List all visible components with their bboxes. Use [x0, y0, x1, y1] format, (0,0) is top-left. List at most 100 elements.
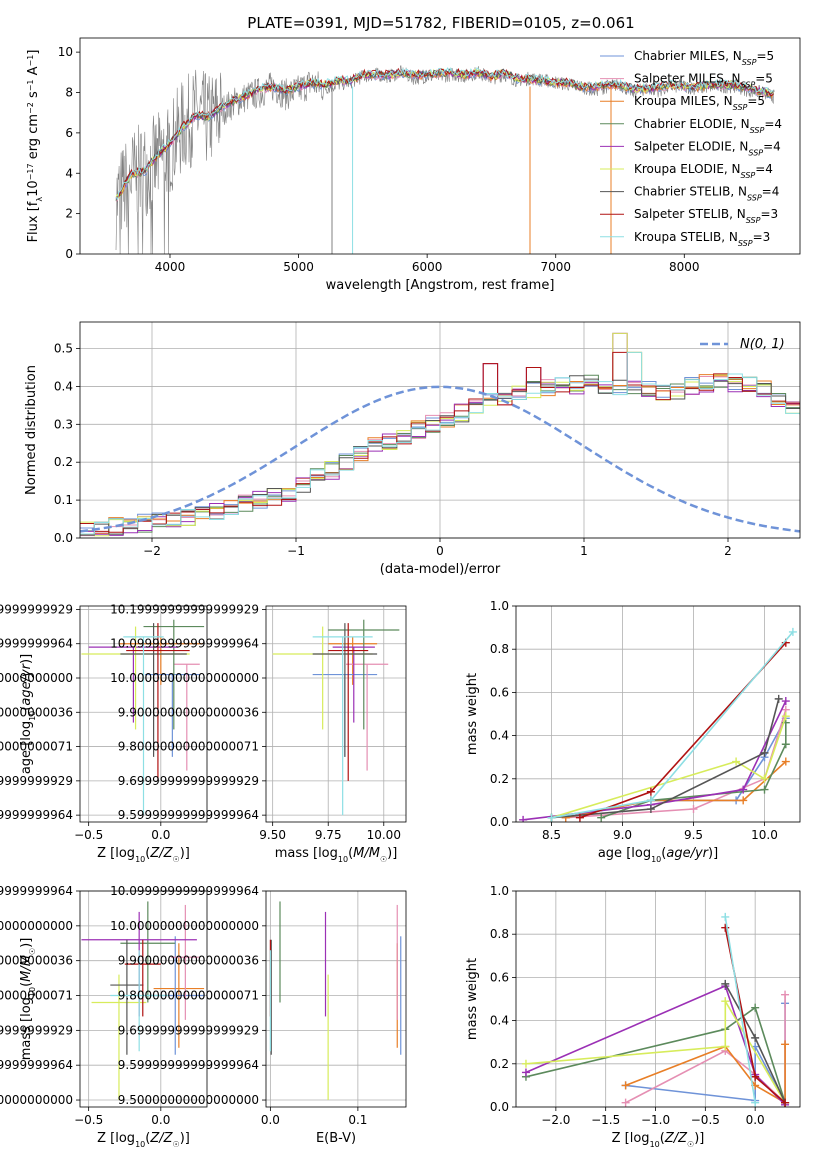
- label-part: SSP: [747, 193, 762, 202]
- y-tick-label: 9.50000000000000000: [118, 1093, 259, 1107]
- errorbar-point: [170, 904, 200, 1020]
- axes-frame: [79, 321, 801, 539]
- label-part: )]: [180, 846, 190, 861]
- weight-marker: [646, 787, 655, 796]
- legend-label: Chabrier ELODIE, NSSP=4: [634, 117, 782, 135]
- errorbar-point: [173, 663, 200, 771]
- x-tick-label: −0.5: [74, 1113, 103, 1127]
- weight-marker: [646, 805, 655, 814]
- x-tick-label: 9.50: [259, 828, 286, 842]
- label-part: ]: [26, 50, 41, 55]
- y-tick-label: 10.09999999999999964: [0, 637, 73, 651]
- legend-label: Kroupa STELIB, NSSP=3: [634, 230, 770, 248]
- chart-mass-vs-z: −0.5 0.0 9.50000000000000000 9.599999999999…: [0, 884, 208, 1149]
- x-tick-label: 0.0: [151, 1113, 170, 1127]
- x-tick-label: −2.0: [541, 1113, 570, 1127]
- weight-marker: [788, 627, 797, 636]
- label-part: ☉: [173, 1140, 180, 1149]
- chart-weight-vs-age: 8.5 9.0 9.5 10.0 0.0 0.2 0.4 0.6 0.8 1.0 age [log1…: [465, 599, 801, 864]
- y-tick-label: 0.5: [54, 342, 73, 356]
- residual-histogram: [80, 376, 800, 538]
- label-part: SSP: [750, 125, 765, 134]
- label-part: age [log: [598, 846, 651, 861]
- x-tick-label: −0.5: [74, 828, 103, 842]
- label-part: 10: [651, 855, 661, 864]
- label-part: Kroupa MILES, N: [634, 94, 733, 108]
- label-part: Chabrier STELIB, N: [634, 185, 747, 199]
- label-part: mass [log: [275, 846, 338, 861]
- label-part: 10: [26, 180, 41, 197]
- label-part: A: [26, 66, 41, 79]
- y-tick-label: 8: [65, 86, 73, 100]
- label-part: Salpeter ELODIE, N: [634, 139, 748, 153]
- weight-line: [724, 916, 756, 1103]
- legend-label: Salpeter MILES, NSSP=5: [634, 72, 773, 90]
- errorbar-point: [328, 636, 378, 685]
- y-tick-label: 0.6: [490, 685, 509, 699]
- weight-series: [547, 694, 783, 822]
- x-tick-label: −1.0: [641, 1113, 670, 1127]
- label-part: age/yr: [19, 662, 34, 705]
- label-part: Z [log: [612, 1131, 650, 1146]
- plot-area: [521, 912, 790, 1107]
- label-part: (: [19, 706, 34, 711]
- weight-marker: [760, 785, 769, 794]
- model-spectrum-line: [115, 69, 774, 202]
- axes-frame: [515, 890, 801, 1108]
- y-tick-label: 9.80000000000000071: [0, 740, 73, 754]
- label-part: =5: [755, 72, 773, 86]
- y-tick-label: 0.3: [54, 417, 73, 431]
- label-part: )]: [180, 1131, 190, 1146]
- label-part: −1: [26, 79, 35, 91]
- label-part: 10: [650, 1140, 660, 1149]
- residual-histogram: [80, 351, 800, 538]
- residual-histogram: [80, 375, 800, 538]
- chart-spectrum: 4000 5000 6000 7000 8000 0 2 4 6 8 10 PLATE=0391, M…: [26, 14, 801, 293]
- weight-marker: [781, 712, 790, 721]
- label-part: Flux [f: [26, 201, 41, 242]
- y-tick-label: 10.19999999999999929: [0, 602, 73, 616]
- label-part: (: [145, 846, 150, 861]
- errorbar-point: [328, 619, 400, 730]
- label-part: M/M: [353, 846, 380, 861]
- errorbar-point: [332, 646, 375, 723]
- x-tick-label: 6000: [412, 260, 443, 274]
- residual-histogram: [80, 332, 800, 538]
- x-axis-label: age [log10(age/yr)]: [598, 846, 718, 864]
- y-tick-label: 9.69999999999999929: [0, 1023, 73, 1037]
- x-tick-label: 7000: [540, 260, 571, 274]
- x-tick-label: −0.5: [691, 1113, 720, 1127]
- label-part: Z [log: [97, 846, 135, 861]
- errorbar-point: [124, 939, 161, 1017]
- y-tick-label: 0.2: [490, 1057, 509, 1071]
- label-part: Z [log: [97, 1131, 135, 1146]
- y-tick-label: 0.2: [54, 455, 73, 469]
- label-part: −1: [26, 55, 35, 67]
- errorbar-point: [126, 623, 190, 781]
- weight-series: [575, 638, 790, 822]
- label-part: (: [19, 982, 34, 987]
- errorbar-point: [312, 623, 378, 757]
- residual-histogram: [80, 332, 800, 538]
- y-tick-label: 10.09999999999999964: [110, 637, 259, 651]
- errorbar-point: [120, 623, 187, 757]
- weight-marker: [646, 796, 655, 805]
- y-axis-label: mass weight: [465, 958, 480, 1040]
- x-tick-label: 0.0: [261, 1113, 280, 1127]
- weight-marker: [739, 796, 748, 805]
- chart-age-vs-z: −0.5 0.0 9.59999999999999964 9.699999999999…: [0, 602, 208, 864]
- label-part: SSP: [741, 171, 756, 180]
- y-tick-label: 9.69999999999999929: [0, 774, 73, 788]
- y-tick-label: 9.80000000000000071: [118, 740, 259, 754]
- chart-mass-vs-ebv: 0.0 0.1 9.50000000000000000 9.5999999999999…: [110, 884, 407, 1146]
- residual-histogram: [80, 351, 800, 538]
- residual-histogram: [80, 374, 800, 538]
- y-tick-label: 9.59999999999999964: [0, 808, 73, 822]
- label-part: Z/Z: [149, 1131, 173, 1146]
- label-part: Salpeter STELIB, N: [634, 207, 746, 221]
- y-axis-label: age [log10(age/yr)]: [19, 654, 37, 774]
- x-axis-label: mass [log10(M/M☉)]: [275, 846, 398, 864]
- errorbar-point: [88, 646, 179, 723]
- label-part: (: [348, 846, 353, 861]
- plot-area: [115, 65, 775, 254]
